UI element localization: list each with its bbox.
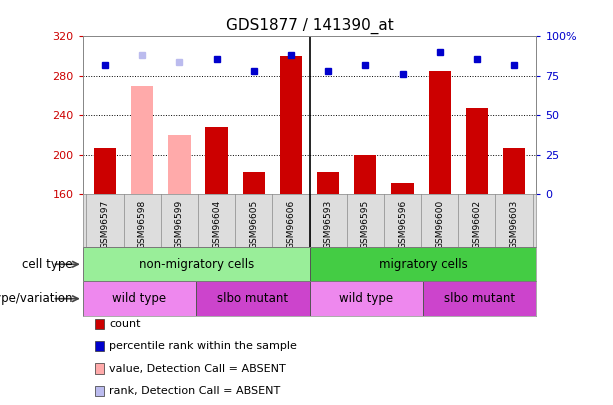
Bar: [310, 281, 423, 316]
Text: slbo mutant: slbo mutant: [444, 292, 516, 305]
Text: GSM96602: GSM96602: [473, 200, 481, 249]
Text: migratory cells: migratory cells: [379, 258, 467, 271]
Text: GSM96596: GSM96596: [398, 200, 407, 249]
Bar: [83, 247, 310, 281]
Bar: [205, 127, 228, 194]
Bar: [466, 108, 488, 194]
Text: GSM96599: GSM96599: [175, 200, 184, 249]
Text: non-migratory cells: non-migratory cells: [139, 258, 254, 271]
Bar: [169, 135, 191, 194]
Bar: [317, 172, 340, 194]
Text: GSM96597: GSM96597: [101, 200, 110, 249]
Text: GSM96593: GSM96593: [324, 200, 333, 249]
Bar: [391, 183, 414, 194]
Text: rank, Detection Call = ABSENT: rank, Detection Call = ABSENT: [109, 386, 281, 396]
Text: cell type: cell type: [22, 258, 77, 271]
Text: GSM96605: GSM96605: [249, 200, 258, 249]
Bar: [94, 148, 116, 194]
Bar: [131, 86, 153, 194]
Text: GSM96598: GSM96598: [138, 200, 147, 249]
Bar: [280, 56, 302, 194]
Text: GSM96595: GSM96595: [361, 200, 370, 249]
Bar: [243, 172, 265, 194]
Text: wild type: wild type: [339, 292, 394, 305]
Text: GSM96606: GSM96606: [286, 200, 295, 249]
Text: count: count: [109, 319, 141, 329]
Text: GSM96604: GSM96604: [212, 200, 221, 249]
Text: genotype/variation: genotype/variation: [0, 292, 77, 305]
Bar: [83, 281, 196, 316]
Bar: [354, 155, 376, 194]
Text: value, Detection Call = ABSENT: value, Detection Call = ABSENT: [109, 364, 286, 373]
Text: percentile rank within the sample: percentile rank within the sample: [109, 341, 297, 351]
Text: slbo mutant: slbo mutant: [217, 292, 289, 305]
Text: wild type: wild type: [112, 292, 167, 305]
Bar: [423, 281, 536, 316]
Bar: [503, 148, 525, 194]
Bar: [428, 71, 451, 194]
Bar: [196, 281, 310, 316]
Title: GDS1877 / 141390_at: GDS1877 / 141390_at: [226, 17, 394, 34]
Text: GSM96600: GSM96600: [435, 200, 444, 249]
Text: GSM96603: GSM96603: [509, 200, 519, 249]
Bar: [310, 247, 536, 281]
